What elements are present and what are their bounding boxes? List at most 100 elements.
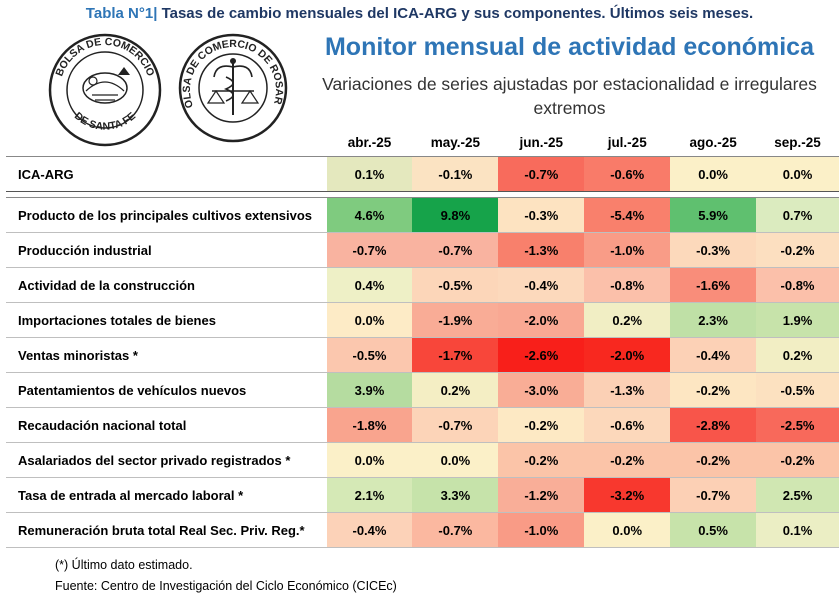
indicator-label: Producto de los principales cultivos ext… <box>6 197 327 233</box>
value-cell: 0.2% <box>584 302 671 338</box>
month-header-row: abr.-25 may.-25 jun.-25 jul.-25 ago.-25 … <box>6 128 839 157</box>
value-cell: -0.3% <box>498 197 585 233</box>
value-cell: 3.9% <box>326 372 413 408</box>
value-cell: -2.6% <box>498 337 585 373</box>
month-header: ago.-25 <box>689 134 737 150</box>
value-cell: -0.2% <box>670 442 757 478</box>
value-cell: -0.1% <box>412 156 499 192</box>
value-cell: 0.0% <box>670 156 757 192</box>
value-cell: -0.7% <box>412 512 499 548</box>
value-cell: -0.7% <box>498 156 585 192</box>
value-cell: 0.7% <box>756 197 839 233</box>
table-row: Importaciones totales de bienes 0.0% -1.9%… <box>6 302 839 338</box>
monitor-subtitle: Variaciones de series ajustadas por esta… <box>300 72 839 120</box>
value-cell: -2.8% <box>670 407 757 443</box>
monitor-title: Monitor mensual de actividad económica <box>324 33 814 61</box>
row-gap <box>6 191 839 198</box>
value-cell: -0.4% <box>670 337 757 373</box>
value-cell: -1.7% <box>412 337 499 373</box>
value-cell: -2.5% <box>756 407 839 443</box>
indicator-label: Actividad de la construcción <box>6 267 327 303</box>
value-cell: -1.0% <box>498 512 585 548</box>
value-cell: -0.7% <box>670 477 757 513</box>
value-cell: -3.2% <box>584 477 671 513</box>
indicator-label: Importaciones totales de bienes <box>6 302 327 338</box>
value-cell: 0.4% <box>326 267 413 303</box>
table-row: Recaudación nacional total -1.8% -0.7% -0.2… <box>6 407 839 443</box>
value-cell: -0.2% <box>756 232 839 268</box>
table-row: Remuneración bruta total Real Sec. Priv.… <box>6 512 839 548</box>
monitor-subtitle-line1: Variaciones de series ajustadas por esta… <box>322 74 817 94</box>
value-cell: -1.2% <box>498 477 585 513</box>
table-title: Tabla N°1| Tasas de cambio mensuales del… <box>0 5 839 22</box>
value-cell: 0.5% <box>670 512 757 548</box>
value-cell: -0.7% <box>412 407 499 443</box>
value-cell: -0.5% <box>326 337 413 373</box>
value-cell: -1.9% <box>412 302 499 338</box>
month-header: abr.-25 <box>347 134 392 150</box>
indicator-label: Ventas minoristas * <box>6 337 327 373</box>
value-cell: -0.3% <box>670 232 757 268</box>
value-cell: 0.1% <box>326 156 413 192</box>
table-row: Actividad de la construcción 0.4% -0.5% -0.… <box>6 267 839 303</box>
value-cell: -1.8% <box>326 407 413 443</box>
table-row: Ventas minoristas * -0.5% -1.7% -2.6% -2.0% -… <box>6 337 839 373</box>
value-cell: -1.3% <box>498 232 585 268</box>
value-cell: -0.2% <box>498 442 585 478</box>
value-cell: -1.0% <box>584 232 671 268</box>
table-title-text: Tasas de cambio mensuales del ICA-ARG y … <box>161 5 754 22</box>
value-cell: -5.4% <box>584 197 671 233</box>
value-cell: -1.6% <box>670 267 757 303</box>
value-cell: 2.3% <box>670 302 757 338</box>
month-header: jul.-25 <box>607 134 647 150</box>
value-cell: -3.0% <box>498 372 585 408</box>
value-cell: -0.6% <box>584 156 671 192</box>
activity-table: abr.-25 may.-25 jun.-25 jul.-25 ago.-25 … <box>6 128 839 548</box>
month-header: sep.-25 <box>774 134 821 150</box>
indicator-label: ICA-ARG <box>6 156 327 192</box>
value-cell: -0.6% <box>584 407 671 443</box>
value-cell: -0.4% <box>326 512 413 548</box>
value-cell: 0.0% <box>584 512 671 548</box>
value-cell: -0.2% <box>498 407 585 443</box>
value-cell: 0.2% <box>412 372 499 408</box>
value-cell: -0.2% <box>670 372 757 408</box>
value-cell: -2.0% <box>584 337 671 373</box>
value-cell: -2.0% <box>498 302 585 338</box>
table-row: Patentamientos de vehículos nuevos 3.9% 0.… <box>6 372 839 408</box>
value-cell: 0.0% <box>326 302 413 338</box>
value-cell: -1.3% <box>584 372 671 408</box>
value-cell: 2.1% <box>326 477 413 513</box>
value-cell: 1.9% <box>756 302 839 338</box>
empty-header-cell <box>6 128 327 157</box>
value-cell: 3.3% <box>412 477 499 513</box>
indicator-label: Recaudación nacional total <box>6 407 327 443</box>
month-header: may.-25 <box>430 134 481 150</box>
bolsa-santa-fe-seal-logo: BOLSA DE COMERCIO DE SANTA FE <box>48 33 162 147</box>
value-cell: 0.0% <box>756 156 839 192</box>
value-cell: -0.5% <box>412 267 499 303</box>
value-cell: -0.2% <box>584 442 671 478</box>
table-row: Asalariados del sector privado registrad… <box>6 442 839 478</box>
indicator-label: Asalariados del sector privado registrad… <box>6 442 327 478</box>
footnote-estimated: (*) Último dato estimado. <box>55 558 193 572</box>
row-gap-cell <box>6 191 839 198</box>
value-cell: -0.7% <box>326 232 413 268</box>
table-row: Producción industrial -0.7% -0.7% -1.3% -1.0… <box>6 232 839 268</box>
value-cell: -0.7% <box>412 232 499 268</box>
value-cell: 2.5% <box>756 477 839 513</box>
indicator-label: Remuneración bruta total Real Sec. Priv.… <box>6 512 327 548</box>
value-cell: -0.8% <box>756 267 839 303</box>
table-row: Tasa de entrada al mercado laboral * 2.1%… <box>6 477 839 513</box>
svg-text:BOLSA DE COMERCIO: BOLSA DE COMERCIO <box>53 36 156 78</box>
month-header: jun.-25 <box>519 134 564 150</box>
value-cell: -0.5% <box>756 372 839 408</box>
value-cell: 0.0% <box>326 442 413 478</box>
table-number: Tabla N°1| <box>85 5 158 22</box>
bolsa-rosario-seal-logo: BOLSA DE COMERCIO DE ROSARIO <box>178 33 288 143</box>
table-row: Producto de los principales cultivos ext… <box>6 197 839 233</box>
indicator-label: Producción industrial <box>6 232 327 268</box>
indicator-label: Patentamientos de vehículos nuevos <box>6 372 327 408</box>
value-cell: 4.6% <box>326 197 413 233</box>
value-cell: 5.9% <box>670 197 757 233</box>
